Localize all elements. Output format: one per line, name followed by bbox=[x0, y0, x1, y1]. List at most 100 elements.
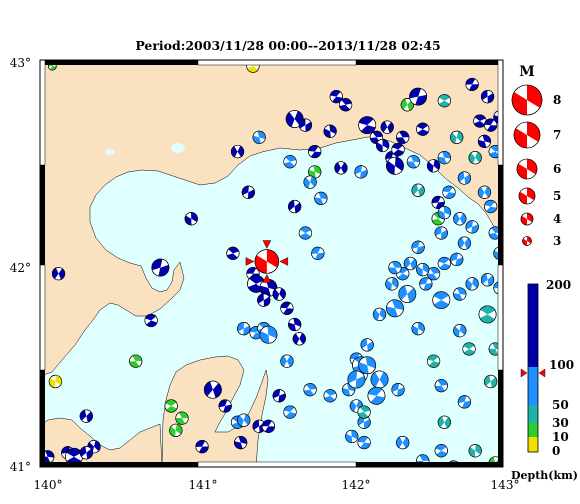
magnitude-legend-symbol bbox=[516, 158, 538, 180]
mechanism-event bbox=[51, 267, 66, 281]
main-event-beachball bbox=[254, 249, 280, 274]
mechanism-event bbox=[334, 161, 348, 175]
lat-tick-label: 41° bbox=[10, 460, 31, 474]
magnitude-legend-header: M bbox=[519, 64, 535, 80]
mechanism-event bbox=[184, 212, 198, 226]
mechanism-event bbox=[398, 285, 417, 303]
mechanism-event bbox=[468, 444, 482, 458]
mechanism-events bbox=[41, 60, 503, 467]
mechanism-event bbox=[280, 354, 294, 368]
mechanism-event bbox=[426, 354, 441, 368]
mechanism-event bbox=[311, 246, 325, 260]
mechanism-event bbox=[226, 246, 240, 260]
magnitude-legend-symbol bbox=[511, 84, 543, 116]
mechanism-event bbox=[437, 256, 451, 271]
mechanism-event bbox=[437, 415, 451, 429]
mechanism-event bbox=[437, 94, 451, 108]
map-frame bbox=[39, 59, 504, 468]
magnitude-legend: M 8 7 6 5 4 3 bbox=[511, 64, 561, 248]
mechanism-event bbox=[345, 429, 359, 444]
target-pointer bbox=[245, 257, 255, 266]
magnitude-legend-label: 7 bbox=[553, 128, 561, 142]
mechanism-event bbox=[144, 313, 158, 328]
mechanism-event bbox=[218, 399, 232, 413]
depth-marker-right bbox=[538, 368, 546, 378]
magnitude-legend-label: 3 bbox=[553, 234, 561, 248]
mechanism-event bbox=[434, 379, 448, 393]
mechanism-event bbox=[237, 413, 251, 427]
mechanism-event bbox=[434, 226, 448, 240]
depth-unit-label: Depth(km) bbox=[511, 469, 578, 482]
mechanism-event bbox=[257, 293, 271, 307]
mechanism-event bbox=[386, 156, 404, 175]
lon-axis: 140° 141° 142° 143° bbox=[34, 478, 520, 492]
mechanism-event bbox=[457, 395, 472, 409]
mechanism-event bbox=[323, 389, 337, 403]
target-pointer bbox=[262, 240, 272, 249]
mechanism-event bbox=[358, 116, 377, 135]
mechanism-event bbox=[406, 155, 421, 169]
depth-legend-label: 200 bbox=[546, 278, 571, 292]
mechanism-event bbox=[151, 258, 170, 277]
mechanism-event bbox=[370, 370, 389, 389]
mechanism-event bbox=[169, 423, 183, 437]
mechanism-event bbox=[323, 124, 337, 138]
mechanism-event bbox=[237, 322, 251, 336]
mechanism-event bbox=[431, 195, 445, 210]
mechanism-event bbox=[453, 287, 467, 301]
mechanism-event bbox=[457, 171, 472, 185]
lon-tick-label: 141° bbox=[189, 478, 218, 492]
mechanism-event bbox=[288, 317, 302, 332]
lat-axis: 43° 42° 41° bbox=[10, 56, 31, 474]
mechanism-event bbox=[272, 389, 286, 403]
magnitude-legend-symbol bbox=[520, 212, 534, 226]
mechanism-event bbox=[480, 90, 495, 104]
mechanism-event bbox=[484, 374, 498, 389]
mechanism-event bbox=[453, 324, 467, 338]
mechanism-event bbox=[465, 220, 479, 234]
mechanism-event bbox=[164, 399, 178, 413]
mechanism-event bbox=[480, 273, 495, 287]
mechanism-event bbox=[272, 287, 286, 301]
mechanism-event bbox=[372, 307, 387, 321]
mechanism-event bbox=[285, 110, 304, 128]
magnitude-legend-label: 8 bbox=[553, 93, 561, 107]
mechanism-event bbox=[409, 87, 428, 106]
depth-legend-label: 100 bbox=[549, 358, 574, 372]
mechanism-event bbox=[380, 120, 394, 134]
mechanism-event bbox=[329, 90, 343, 104]
mechanism-event bbox=[465, 77, 479, 92]
mechanism-event bbox=[79, 446, 93, 460]
mechanism-event bbox=[484, 199, 498, 214]
mechanism-event bbox=[416, 122, 430, 136]
mechanism-event bbox=[252, 130, 266, 144]
mechanism-event bbox=[426, 159, 441, 173]
mechanism-event bbox=[357, 405, 371, 419]
mechanism-event bbox=[478, 305, 497, 324]
depth-color-scale: 200 100 50 30 10 0 Depth(km) bbox=[511, 278, 578, 482]
mechanism-event bbox=[303, 383, 317, 397]
mechanism-event bbox=[468, 151, 482, 165]
mechanism-event bbox=[411, 183, 425, 197]
mechanism-event bbox=[129, 354, 143, 368]
mechanism-event bbox=[462, 342, 476, 356]
mechanism-event bbox=[477, 134, 492, 148]
lake bbox=[105, 149, 115, 155]
mechanism-event bbox=[457, 236, 472, 250]
mechanism-event bbox=[203, 380, 222, 399]
mechanism-event bbox=[283, 405, 297, 419]
mechanism-event bbox=[354, 165, 368, 179]
mechanism-event bbox=[288, 199, 302, 214]
mechanism-event bbox=[175, 411, 189, 425]
target-pointer bbox=[262, 274, 272, 283]
mechanism-event bbox=[298, 226, 313, 240]
mechanism-event bbox=[465, 277, 479, 291]
depth-legend-label: 30 bbox=[552, 416, 569, 430]
period-title: Period:2003/11/28 00:00--2013/11/28 02:4… bbox=[135, 38, 440, 53]
magnitude-legend-symbol bbox=[522, 236, 532, 246]
mechanism-event bbox=[473, 114, 487, 128]
mechanism-event bbox=[434, 444, 448, 458]
magnitude-legend-label: 4 bbox=[553, 212, 561, 226]
mechanism-event bbox=[391, 142, 405, 157]
